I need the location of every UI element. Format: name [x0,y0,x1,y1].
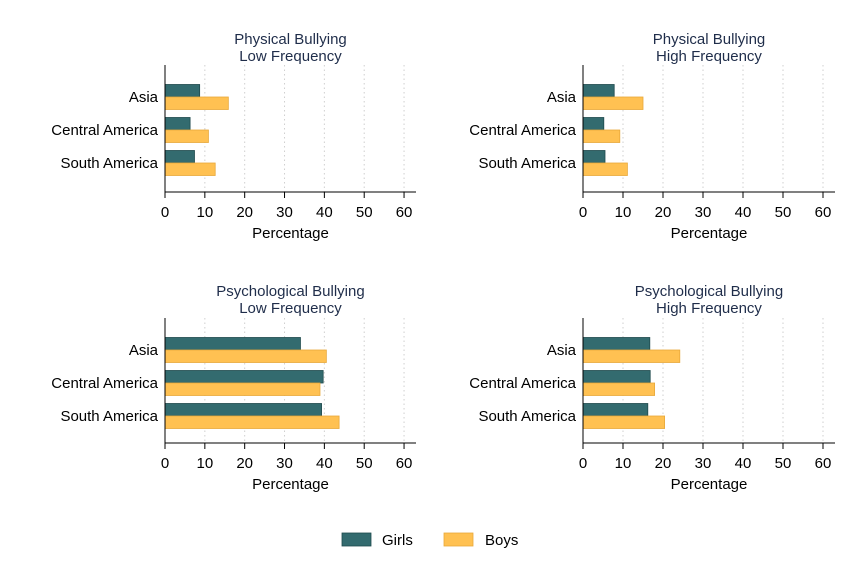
bar-boys [164,415,340,429]
x-tick-label: 60 [396,204,413,221]
x-tick-label: 30 [695,455,712,472]
panel-title-line: High Frequency [656,300,762,317]
x-tick-label: 50 [775,204,792,221]
x-axis-label: Percentage [671,476,748,493]
x-tick-label: 60 [815,204,832,221]
bar-boys [164,96,229,110]
x-tick-label: 0 [579,204,587,221]
panel-title-line: Psychological Bullying [216,283,364,300]
category-label: Central America [51,122,158,139]
x-tick-label: 40 [316,455,333,472]
bar-girls [582,403,649,417]
bar-boys [582,349,681,363]
category-label: Central America [51,375,158,392]
panel-title-line: High Frequency [656,48,762,65]
x-tick-label: 40 [735,204,752,221]
x-tick-label: 60 [815,455,832,472]
bar-boys [582,415,665,429]
category-label: South America [60,155,158,172]
bar-boys [582,129,621,143]
category-label: South America [478,155,576,172]
x-tick-label: 40 [316,204,333,221]
category-label: Asia [129,89,159,106]
bar-girls [582,117,605,131]
bar-girls [582,84,615,98]
x-tick-label: 10 [615,204,632,221]
legend-label-girls: Girls [382,532,413,549]
x-tick-label: 30 [276,455,293,472]
category-label: Asia [547,89,577,106]
bar-boys [582,382,655,396]
x-tick-label: 0 [579,455,587,472]
bar-girls [582,337,651,351]
bar-girls [164,370,324,384]
x-tick-label: 20 [236,204,253,221]
x-tick-label: 50 [356,204,373,221]
x-tick-label: 10 [615,455,632,472]
category-label: South America [478,408,576,425]
category-label: South America [60,408,158,425]
bar-boys [164,162,216,176]
x-axis-label: Percentage [252,225,329,242]
x-tick-label: 10 [196,455,213,472]
x-tick-label: 30 [276,204,293,221]
x-tick-label: 40 [735,455,752,472]
bar-boys [582,96,644,110]
legend: Girls Boys [341,532,518,549]
bar-boys [164,382,321,396]
panel-title-line: Low Frequency [239,300,342,317]
bar-boys [582,162,628,176]
x-tick-label: 50 [356,455,373,472]
category-label: Central America [469,122,576,139]
bar-boys [164,129,209,143]
x-tick-label: 10 [196,204,213,221]
x-axis-label: Percentage [252,476,329,493]
bar-girls [164,150,195,164]
x-tick-label: 60 [396,455,413,472]
legend-swatch-boys [443,532,474,547]
panel-title-line: Physical Bullying [653,31,766,48]
bar-girls [164,117,191,131]
panel-title-line: Low Frequency [239,48,342,65]
category-label: Asia [129,342,159,359]
panel-title-line: Physical Bullying [234,31,347,48]
bar-boys [164,349,327,363]
panel-title-line: Psychological Bullying [635,283,783,300]
bar-girls [164,337,301,351]
x-tick-label: 50 [775,455,792,472]
x-tick-label: 0 [161,204,169,221]
x-tick-label: 20 [236,455,253,472]
x-tick-label: 0 [161,455,169,472]
x-tick-label: 20 [655,204,672,221]
bar-girls [582,150,606,164]
category-label: Central America [469,375,576,392]
bar-girls [164,84,201,98]
x-axis-label: Percentage [671,225,748,242]
x-tick-label: 20 [655,455,672,472]
bar-girls [164,403,322,417]
category-label: Asia [547,342,577,359]
x-tick-label: 30 [695,204,712,221]
legend-swatch-girls [341,532,372,547]
legend-label-boys: Boys [485,532,518,549]
bar-girls [582,370,651,384]
